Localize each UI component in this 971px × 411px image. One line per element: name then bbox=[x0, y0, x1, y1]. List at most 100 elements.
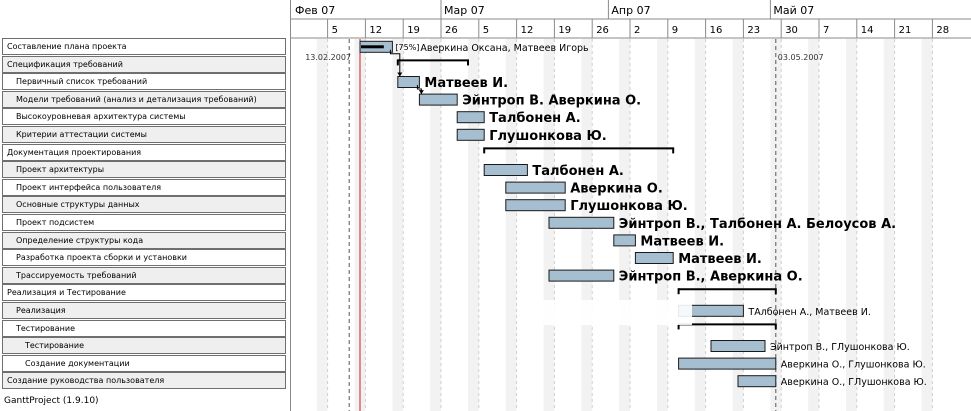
task-row[interactable]: Проект интерфейса пользоватeля bbox=[2, 178, 286, 196]
day-label: 19 bbox=[558, 25, 571, 36]
month-label: Фев 07 bbox=[295, 4, 335, 17]
weekend-stripe bbox=[619, 39, 630, 411]
day-label: 19 bbox=[407, 25, 420, 36]
task-bar[interactable] bbox=[737, 375, 777, 388]
task-bar[interactable] bbox=[456, 111, 485, 124]
task-row[interactable]: Определение структуры кода bbox=[2, 231, 286, 249]
month-label: Мар 07 bbox=[444, 4, 485, 17]
day-label: 26 bbox=[596, 25, 609, 36]
day-label: 23 bbox=[747, 25, 760, 36]
dependency-arrowhead bbox=[397, 72, 403, 77]
project-start-date: 13.02.2007 bbox=[305, 53, 351, 62]
dependency-arrowhead bbox=[418, 90, 424, 95]
task-name: Высокоуровневая архитектура системы bbox=[16, 112, 186, 122]
task-row[interactable]: Проект подсистем bbox=[2, 214, 286, 231]
day-label: 28 bbox=[936, 25, 949, 36]
task-bar[interactable] bbox=[634, 252, 674, 264]
day-label: 12 bbox=[521, 25, 534, 36]
task-name: Реализация bbox=[16, 306, 66, 315]
gantt-chart: Фев 07 Мар 07 Апр 07 Май 07 5 12 19 26 5 12 19 26 2 9… bbox=[290, 0, 971, 411]
month-label: Апр 07 bbox=[611, 4, 650, 17]
task-row[interactable]: Проект архитектуры bbox=[2, 161, 286, 179]
task-bar[interactable] bbox=[483, 164, 528, 176]
task-row[interactable]: Высокоуровневая архитектура системы bbox=[2, 108, 286, 126]
task-row[interactable]: Реализация bbox=[2, 302, 286, 319]
task-row[interactable]: Первичный список требований bbox=[2, 73, 286, 91]
day-label: 30 bbox=[785, 25, 798, 36]
task-assignee: Талбонен А. bbox=[532, 164, 623, 179]
task-row[interactable]: Реализация и Тестирование bbox=[2, 284, 286, 302]
project-end-date: 03.05.2007 bbox=[778, 53, 824, 62]
weekend-stripe bbox=[430, 39, 441, 411]
task-name: Создание документации bbox=[25, 358, 130, 368]
task-name: Разработка проекта сборки и установки bbox=[16, 253, 187, 263]
task-assignee: ТАлбонен А., Матвеев И. bbox=[747, 307, 870, 318]
month-label: Май 07 bbox=[773, 4, 814, 17]
task-row[interactable]: Критерии аттестации системы bbox=[2, 126, 286, 143]
task-bar[interactable] bbox=[613, 234, 636, 247]
day-label: 7 bbox=[823, 25, 829, 36]
overlay-patch bbox=[518, 300, 692, 325]
task-name: Трассируемость требований bbox=[16, 270, 137, 280]
task-row[interactable]: Составление плана проекта bbox=[2, 38, 286, 55]
task-name: Спецификация требований bbox=[7, 59, 123, 69]
task-name: Создание руководства пользоватeля bbox=[7, 376, 165, 386]
task-name: Проект архитектуры bbox=[16, 165, 105, 175]
task-bar[interactable] bbox=[710, 340, 766, 352]
day-label: 16 bbox=[710, 25, 723, 36]
task-assignee: Аверкина О., Глушонкова Ю. bbox=[781, 360, 926, 371]
weekend-stripe bbox=[846, 39, 857, 411]
task-row[interactable]: Трассируемость требований bbox=[2, 266, 286, 284]
task-assignee: Глушонкова Ю. bbox=[570, 199, 687, 214]
task-bar[interactable] bbox=[397, 76, 420, 88]
dependency-arrow bbox=[389, 49, 401, 77]
task-name: Составление плана проекта bbox=[7, 42, 127, 51]
task-row[interactable]: Тестирование bbox=[2, 337, 286, 355]
task-row[interactable]: Разработка проекта сборки и установки bbox=[2, 249, 286, 267]
task-bar[interactable] bbox=[505, 181, 566, 194]
task-name: Документация проектирования bbox=[7, 147, 142, 157]
task-row[interactable]: Документация проектирования bbox=[2, 143, 286, 161]
task-row[interactable]: Спецификация требований bbox=[2, 55, 286, 73]
task-name: Основные структуры данных bbox=[16, 200, 140, 210]
task-row[interactable]: Создание руководства пользоватeля bbox=[2, 372, 286, 390]
task-assignee: Матвеев И. bbox=[640, 234, 724, 249]
weekend-stripe bbox=[694, 39, 706, 411]
task-name: Модели требований (анализ и детализация … bbox=[16, 94, 257, 104]
task-assignee: Аверкина О. bbox=[570, 182, 663, 197]
task-name: Тестирование bbox=[16, 323, 76, 333]
task-name: Реализация и Тестирование bbox=[7, 288, 126, 298]
task-row[interactable]: Основные структуры данных bbox=[2, 196, 286, 214]
task-assignee: Аверкина О., ГЛушонкова Ю. bbox=[781, 377, 927, 388]
task-bar[interactable] bbox=[456, 128, 485, 141]
task-row[interactable]: Тестирование bbox=[2, 319, 286, 337]
day-label: 9 bbox=[672, 25, 678, 36]
weekend-stripe bbox=[921, 39, 933, 411]
weekend-stripe bbox=[808, 39, 819, 411]
task-bar[interactable] bbox=[548, 269, 615, 282]
weekend-stripe bbox=[883, 39, 895, 411]
day-label: 21 bbox=[899, 25, 912, 36]
day-label: 14 bbox=[861, 25, 874, 36]
task-bar[interactable] bbox=[678, 357, 777, 370]
task-name: Тестирование bbox=[25, 341, 85, 351]
task-bar[interactable] bbox=[505, 199, 566, 212]
day-label: 2 bbox=[634, 25, 640, 36]
task-assignee: Эйнтроп В. Аверкина О. bbox=[462, 94, 641, 109]
task-row[interactable]: Создание документации bbox=[2, 354, 286, 372]
task-progress-fill bbox=[361, 45, 384, 49]
day-label: 5 bbox=[332, 25, 338, 36]
task-assignee: Глушонкова Ю. bbox=[489, 129, 606, 144]
task-progress-label: [75%] bbox=[395, 43, 419, 52]
task-assignee: Матвеев И. bbox=[678, 252, 762, 267]
task-bar[interactable] bbox=[548, 216, 615, 229]
task-name: Критерии аттестации системы bbox=[16, 130, 147, 139]
day-label: 26 bbox=[445, 25, 458, 36]
task-assignee: Матвеев И. bbox=[424, 76, 508, 91]
task-bar[interactable] bbox=[418, 93, 458, 106]
task-list-panel: Составление плана проекта Спецификация тр… bbox=[0, 0, 290, 411]
task-row[interactable]: Модели требований (анализ и детализация … bbox=[2, 90, 286, 108]
task-assignee: Эйнтроп В., ГЛушонкова Ю. bbox=[770, 342, 910, 353]
task-name: Проект интерфейса пользоватeля bbox=[16, 182, 162, 192]
